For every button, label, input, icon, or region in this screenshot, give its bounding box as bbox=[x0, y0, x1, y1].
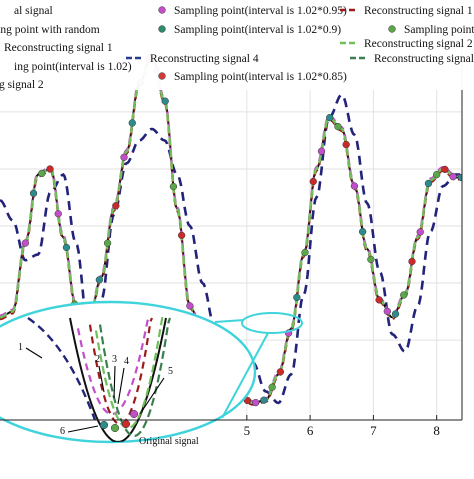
inset-curve-5 bbox=[98, 317, 172, 437]
sampling-point bbox=[457, 173, 462, 182]
sampling-point bbox=[260, 396, 268, 404]
sampling-point bbox=[252, 398, 260, 407]
sampling-point bbox=[416, 228, 424, 236]
legend-background bbox=[0, 0, 474, 90]
sampling-point bbox=[358, 228, 367, 236]
sampling-point bbox=[367, 255, 375, 264]
callout-line-3 bbox=[117, 367, 125, 405]
x-tick-label-3: 8 bbox=[433, 423, 440, 438]
legend-label-3: ling point with random bbox=[0, 24, 100, 36]
legend-label-1: Sampling point(interval is 1.02*0.95) bbox=[174, 5, 347, 17]
annotation-layer: 1 2 3 4 5 6 Original signal bbox=[18, 342, 199, 447]
x-tick-label-1: 6 bbox=[307, 423, 314, 438]
callout-label-5: 6 bbox=[60, 426, 65, 437]
callout-line-4 bbox=[139, 377, 165, 415]
inset-sampling-point-1 bbox=[110, 423, 120, 433]
inset-sampling-point-2 bbox=[121, 419, 131, 429]
legend-label-12: ing signal 2 bbox=[0, 79, 44, 91]
legend-label-6: Reconstructing signal 1 bbox=[4, 42, 113, 54]
legend-symbol-4 bbox=[158, 25, 166, 33]
sampling-point bbox=[383, 307, 391, 316]
legend-label-9: Reconstructing signal 4 bbox=[150, 53, 259, 65]
legend-label-8: ing point(interval is 1.02) bbox=[14, 61, 132, 73]
inset-sampling-point-3 bbox=[129, 409, 139, 419]
sampling-point bbox=[276, 368, 285, 376]
inset-curve-1 bbox=[27, 317, 97, 421]
sampling-point bbox=[400, 291, 408, 299]
sampling-point bbox=[408, 257, 416, 266]
inset-curve-2 bbox=[76, 316, 150, 416]
sampling-point bbox=[21, 239, 29, 247]
legend-label-0: al signal bbox=[14, 5, 53, 17]
callout-label-0: 1 bbox=[18, 342, 23, 353]
sampling-point bbox=[62, 243, 71, 252]
sampling-point bbox=[350, 182, 359, 190]
inset-curves bbox=[27, 316, 172, 442]
sampling-point bbox=[186, 302, 194, 310]
legend-symbol-1 bbox=[158, 6, 166, 14]
sampling-point bbox=[112, 202, 120, 210]
sampling-point bbox=[309, 177, 317, 186]
sampling-point bbox=[268, 383, 276, 391]
legend-label-7: Reconstructing signal 2 bbox=[364, 38, 473, 50]
legend: al signal Sampling point(interval is 1.02… bbox=[0, 0, 474, 91]
sampling-point bbox=[317, 147, 326, 155]
sampling-point bbox=[120, 153, 128, 161]
inset-ellipse bbox=[0, 300, 257, 444]
callout-line-1 bbox=[98, 365, 105, 393]
sampling-point bbox=[103, 239, 112, 247]
x-tick-label-2: 7 bbox=[370, 423, 377, 438]
legend-label-2: Reconstructing signal 1 bbox=[364, 5, 473, 17]
sampling-point bbox=[375, 296, 383, 304]
legend-label-11: Sampling point(interval is 1.02*0.85) bbox=[174, 71, 347, 83]
sampling-point bbox=[326, 114, 334, 122]
sampling-point bbox=[293, 293, 301, 302]
sampling-point bbox=[161, 97, 169, 105]
callout-label-3: 4 bbox=[124, 356, 129, 367]
inset-sampling-point-0 bbox=[99, 420, 109, 430]
sampling-point bbox=[342, 140, 350, 149]
legend-label-4: Sampling point(interval is 1.02*0.9) bbox=[174, 24, 341, 36]
axis-layer: 5 6 7 8 bbox=[0, 32, 463, 438]
callout-label-6: Original signal bbox=[139, 436, 199, 447]
legend-label-10: Reconstructing signal bbox=[374, 53, 474, 65]
callout-label-2: 3 bbox=[112, 354, 117, 365]
zoom-connector-bottom bbox=[221, 332, 269, 419]
callout-label-4: 5 bbox=[168, 366, 173, 377]
sampling-point bbox=[301, 248, 309, 257]
sampling-point bbox=[449, 173, 457, 181]
sampling-point bbox=[95, 276, 104, 284]
inset-curve-original bbox=[69, 317, 167, 442]
x-tick-label-0: 5 bbox=[244, 423, 251, 438]
callout-label-1: 2 bbox=[95, 354, 100, 365]
callout-line-5 bbox=[67, 425, 99, 433]
sampling-point bbox=[46, 165, 54, 173]
sampling-point bbox=[441, 165, 449, 174]
sampling-point bbox=[29, 189, 38, 197]
callout-line-0 bbox=[25, 347, 43, 359]
callout-line-2 bbox=[113, 365, 116, 399]
sampling-point bbox=[54, 210, 62, 218]
sampling-point bbox=[38, 169, 46, 178]
sampling-point bbox=[424, 179, 433, 188]
legend-symbol-11 bbox=[158, 72, 166, 80]
sampling-point bbox=[169, 182, 178, 191]
sampling-point bbox=[177, 231, 186, 240]
zoom-connector-top bbox=[214, 319, 245, 323]
legend-label-5: Sampling point(i bbox=[404, 24, 474, 36]
sampling-point bbox=[128, 119, 136, 127]
inset-curve-4 bbox=[94, 316, 164, 430]
sampling-point bbox=[391, 310, 400, 318]
zoom-inset bbox=[0, 300, 303, 444]
sampling-point bbox=[433, 170, 441, 179]
legend-symbol-5 bbox=[388, 25, 396, 33]
sampling-point bbox=[334, 122, 342, 131]
zoom-source-ellipse bbox=[241, 312, 303, 334]
